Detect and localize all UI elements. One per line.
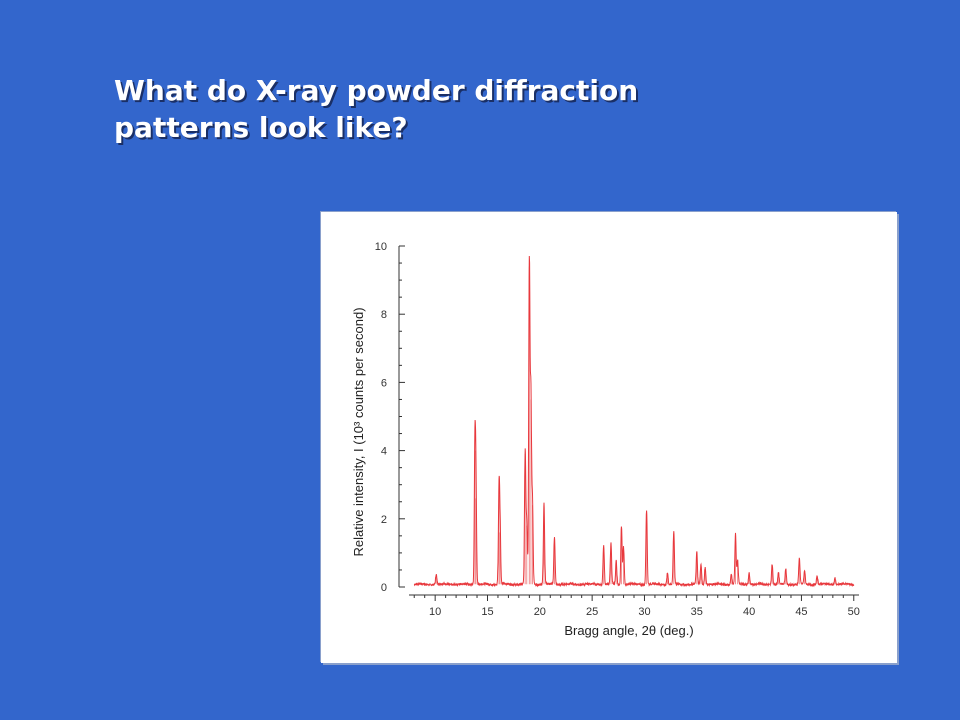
- diffraction-trace-group: [413, 255, 855, 588]
- y-axis: 0 2 4 6 8 10: [375, 241, 405, 594]
- x-tick-label: 25: [586, 606, 598, 618]
- x-tick-label: 20: [534, 606, 546, 618]
- y-tick-label: 6: [381, 377, 387, 389]
- slide-title-line-2: patterns look like?: [114, 111, 408, 144]
- x-tick-label: 30: [638, 606, 650, 618]
- x-tick-label: 10: [429, 606, 441, 618]
- x-tick-label: 40: [743, 606, 755, 618]
- xrd-chart-card: 0 2 4 6 8 10 10 15 20 25 30 35 40 45 50 Bragg angle, …: [321, 212, 897, 663]
- slide-title-line-1: What do X-ray powder diffraction: [114, 74, 639, 107]
- y-tick-label: 2: [381, 514, 387, 526]
- x-axis: 10 15 20 25 30 35 40 45 50: [409, 594, 860, 618]
- x-tick-label: 35: [691, 606, 703, 618]
- y-axis-title: Relative intensity, I (10³ counts per se…: [351, 307, 366, 556]
- x-tick-label: 50: [848, 606, 860, 618]
- xrd-chart: 0 2 4 6 8 10 10 15 20 25 30 35 40 45 50 Bragg angle, …: [351, 241, 860, 638]
- x-axis-title: Bragg angle, 2θ (deg.): [564, 623, 693, 638]
- x-tick-label: 45: [795, 606, 807, 618]
- x-tick-label: 15: [481, 606, 493, 618]
- y-tick-label: 8: [381, 309, 387, 321]
- slide-title: What do X-ray powder diffraction pattern…: [114, 72, 814, 146]
- y-tick-label: 10: [375, 241, 387, 253]
- diffraction-trace-line: [413, 255, 855, 588]
- y-tick-label: 0: [381, 582, 387, 594]
- y-tick-label: 4: [381, 446, 387, 458]
